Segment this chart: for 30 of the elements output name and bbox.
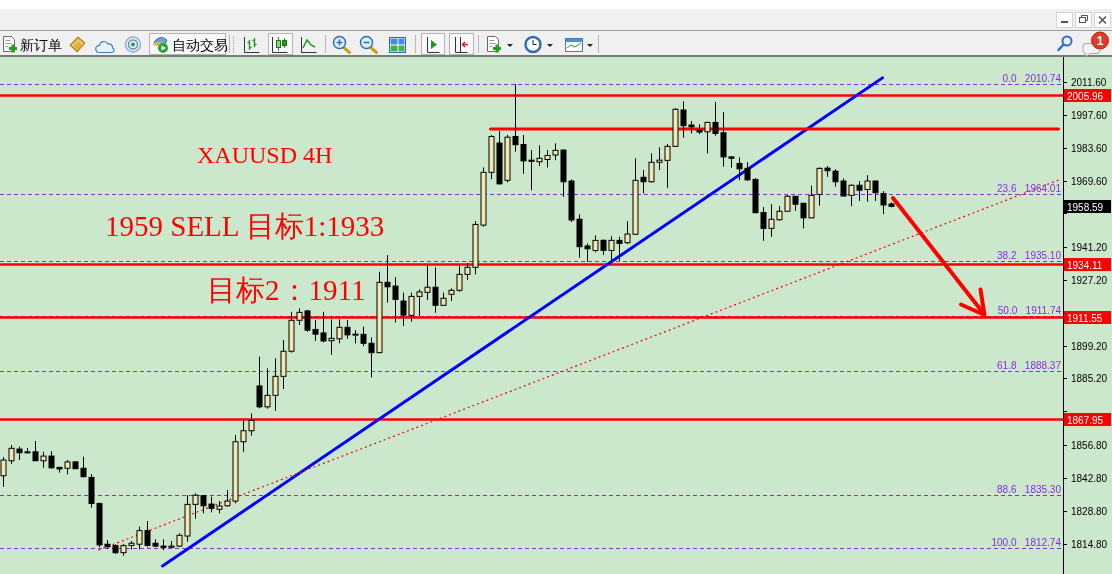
ref-line-label: 100.0 1812.74 [991, 536, 1062, 548]
y-tick-label: 2011.60 [1071, 77, 1107, 88]
ref-line-label: 1934.11 [1067, 259, 1103, 271]
text: 1958.59 [1067, 201, 1104, 213]
ref-line-label: 1867.95 [1067, 414, 1104, 426]
y-tick-label: 1927.20 [1071, 275, 1108, 286]
annotation: 目标2：1911 [207, 274, 366, 306]
y-tick-label: 1885.20 [1071, 373, 1108, 384]
y-tick-label: 1941.20 [1071, 242, 1108, 253]
y-tick-label: 1997.60 [1071, 110, 1108, 121]
ref-line-label: 88.6 1835.30 [997, 483, 1062, 495]
y-tick-label: 1828.80 [1071, 506, 1108, 517]
text: 自动交易 [172, 37, 228, 53]
ref-line-label: 23.6 1964.01 [997, 182, 1062, 194]
annotation: XAUUSD 4H [197, 142, 333, 168]
ref-line-label: 1911.55 [1067, 312, 1103, 324]
ref-line-label: 38.2 1935.10 [997, 249, 1062, 261]
ref-line-label: 0.0 2010.74 [1002, 72, 1062, 84]
y-tick-label: 1856.80 [1071, 440, 1108, 451]
y-tick-label: 1899.20 [1071, 341, 1108, 352]
ref-line-label: 61.8 1888.37 [997, 359, 1062, 371]
y-tick-label: 1814.80 [1071, 539, 1108, 550]
ref-line-label: 2005.96 [1067, 90, 1104, 102]
ref-line-label: 50.0 1911.74 [997, 304, 1062, 316]
y-tick-label: 1969.60 [1071, 176, 1108, 187]
annotation: 1959 SELL 目标1:1933 [105, 210, 385, 242]
text: 新订单 [20, 37, 62, 53]
y-tick-label: 1983.60 [1071, 143, 1108, 154]
y-tick-label: 1842.80 [1071, 473, 1108, 484]
text: 1 [1096, 33, 1104, 48]
